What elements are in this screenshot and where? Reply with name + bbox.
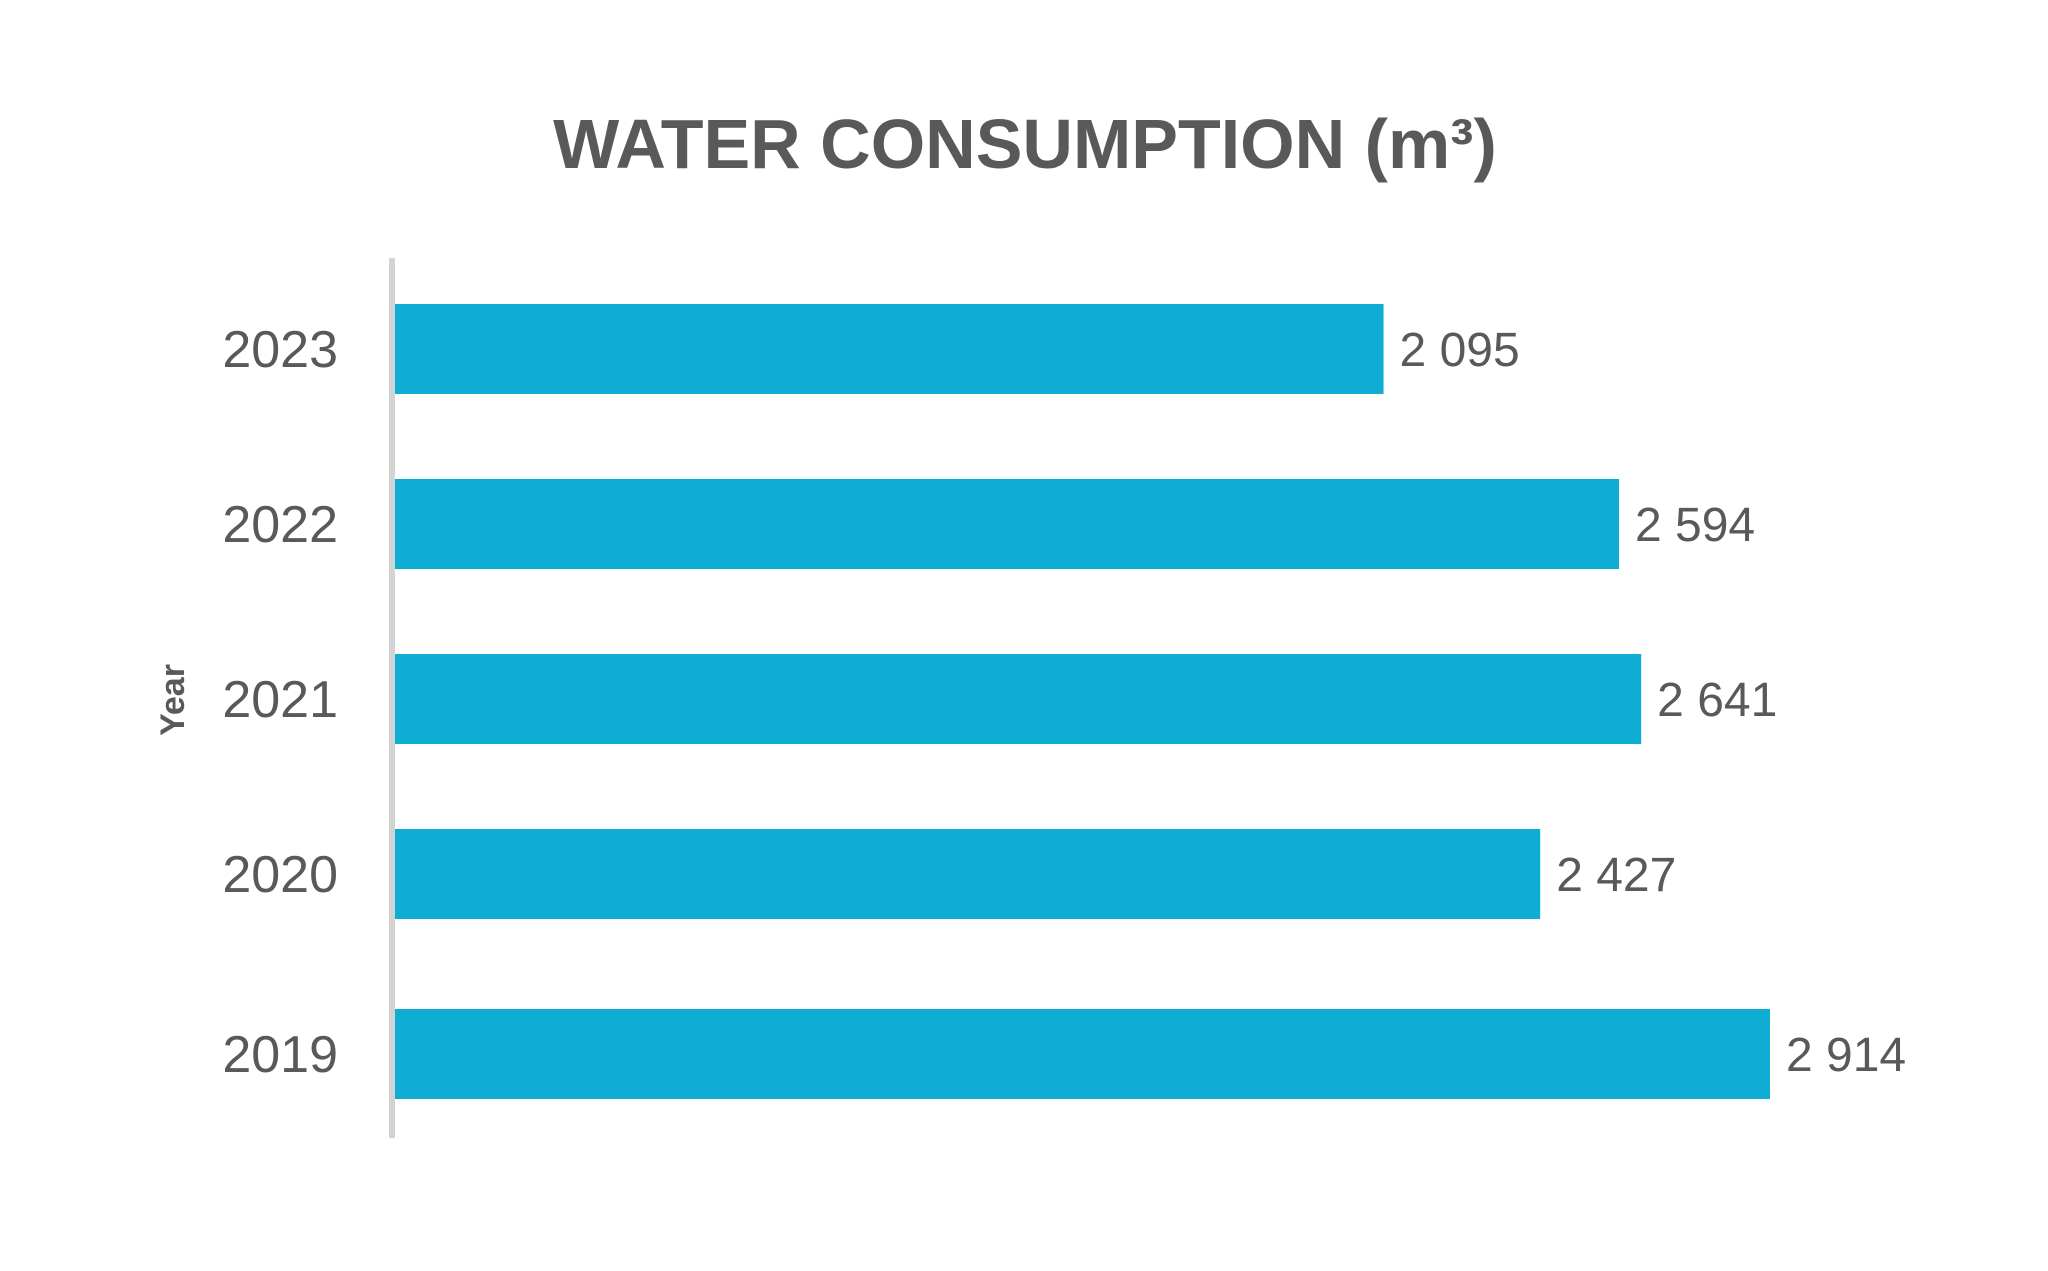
tick-label-2023: 2023: [222, 321, 338, 379]
value-label-2022: 2 594: [1635, 499, 1755, 552]
y-axis-title: Year: [154, 664, 192, 736]
tick-label-2020: 2020: [222, 846, 338, 904]
bar-2020: [395, 829, 1541, 919]
bar-2022: [395, 479, 1620, 569]
value-label-2021: 2 641: [1657, 674, 1777, 727]
bar-2019: [395, 1009, 1770, 1099]
tick-label-2022: 2022: [222, 496, 338, 554]
value-label-2019: 2 914: [1786, 1029, 1906, 1082]
bar-2021: [395, 654, 1642, 744]
bar-2023: [395, 304, 1384, 394]
tick-label-2019: 2019: [222, 1026, 338, 1084]
value-label-2023: 2 095: [1400, 324, 1520, 377]
tick-label-2021: 2021: [222, 671, 338, 729]
bar-series: 2023 2 095 2022 2 594 2021 2 641 2020 2 427 2019…: [222, 304, 1906, 1099]
chart-title: WATER CONSUMPTION (m³): [553, 105, 1497, 183]
value-label-2020: 2 427: [1556, 849, 1676, 902]
